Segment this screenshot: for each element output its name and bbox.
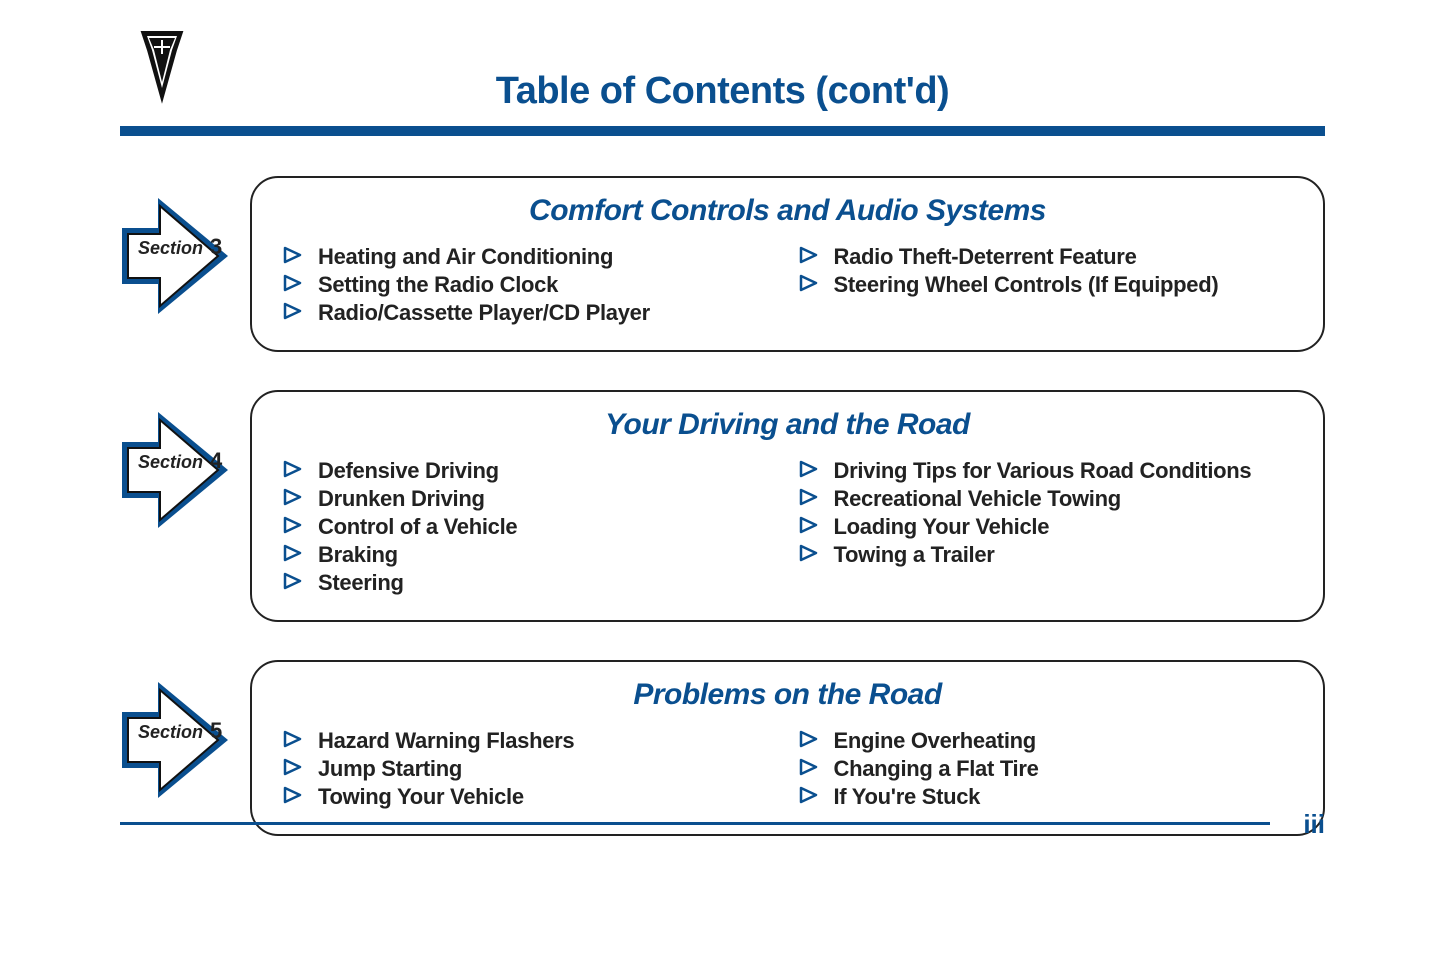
right-column: Engine Overheating Changing a Flat Tire …: [798, 726, 1294, 812]
toc-item[interactable]: Changing a Flat Tire: [798, 756, 1294, 782]
toc-item[interactable]: Steering: [282, 570, 778, 596]
section-label-prefix: Section: [138, 722, 203, 742]
play-bullet-icon: [798, 274, 820, 297]
play-bullet-icon: [798, 730, 820, 753]
section-row: Section 5 Problems on the Road Hazard War…: [120, 660, 1325, 836]
toc-item-label: Braking: [318, 542, 398, 568]
play-bullet-icon: [282, 786, 304, 809]
header-rule: [120, 126, 1325, 136]
toc-item-label: Radio/Cassette Player/CD Player: [318, 300, 650, 326]
toc-item[interactable]: Loading Your Vehicle: [798, 514, 1294, 540]
play-bullet-icon: [282, 246, 304, 269]
toc-item-label: Drunken Driving: [318, 486, 485, 512]
play-bullet-icon: [282, 544, 304, 567]
toc-item[interactable]: Jump Starting: [282, 756, 778, 782]
right-column: Driving Tips for Various Road Conditions…: [798, 456, 1294, 598]
toc-item-label: Towing Your Vehicle: [318, 784, 524, 810]
toc-item[interactable]: Steering Wheel Controls (If Equipped): [798, 272, 1294, 298]
section-title: Problems on the Road: [282, 678, 1293, 712]
left-column: Hazard Warning Flashers Jump Starting To…: [282, 726, 778, 812]
left-column: Heating and Air Conditioning Setting the…: [282, 242, 778, 328]
header: Table of Contents (cont'd): [120, 30, 1325, 120]
toc-item[interactable]: Setting the Radio Clock: [282, 272, 778, 298]
toc-item[interactable]: Radio Theft-Deterrent Feature: [798, 244, 1294, 270]
toc-item-label: Control of a Vehicle: [318, 514, 517, 540]
toc-item-label: Driving Tips for Various Road Conditions: [834, 458, 1252, 484]
toc-item-label: If You're Stuck: [834, 784, 981, 810]
section-columns: Hazard Warning Flashers Jump Starting To…: [282, 726, 1293, 812]
sections-container: Section 3 Comfort Controls and Audio Syst…: [120, 176, 1325, 836]
play-bullet-icon: [798, 516, 820, 539]
toc-item-label: Steering: [318, 570, 404, 596]
toc-item-label: Loading Your Vehicle: [834, 514, 1050, 540]
section-number: 3: [210, 234, 222, 259]
toc-item[interactable]: Heating and Air Conditioning: [282, 244, 778, 270]
page: Table of Contents (cont'd) Section 3 Comf…: [0, 0, 1445, 965]
toc-item-label: Changing a Flat Tire: [834, 756, 1039, 782]
toc-item-label: Setting the Radio Clock: [318, 272, 558, 298]
section-number: 5: [210, 718, 222, 743]
section-card: Problems on the Road Hazard Warning Flas…: [250, 660, 1325, 836]
toc-item-label: Heating and Air Conditioning: [318, 244, 613, 270]
play-bullet-icon: [798, 488, 820, 511]
section-title: Your Driving and the Road: [282, 408, 1293, 442]
toc-item[interactable]: Driving Tips for Various Road Conditions: [798, 458, 1294, 484]
toc-item-label: Hazard Warning Flashers: [318, 728, 574, 754]
play-bullet-icon: [798, 758, 820, 781]
pontiac-logo-icon: [140, 30, 184, 109]
section-label: Section 5: [138, 718, 222, 744]
section-label: Section 4: [138, 448, 222, 474]
section-label-prefix: Section: [138, 452, 203, 472]
play-bullet-icon: [282, 274, 304, 297]
toc-item-label: Recreational Vehicle Towing: [834, 486, 1121, 512]
toc-item-label: Defensive Driving: [318, 458, 499, 484]
play-bullet-icon: [282, 758, 304, 781]
play-bullet-icon: [282, 516, 304, 539]
section-number: 4: [210, 448, 222, 473]
toc-item-label: Engine Overheating: [834, 728, 1036, 754]
toc-item[interactable]: Towing a Trailer: [798, 542, 1294, 568]
toc-item[interactable]: Recreational Vehicle Towing: [798, 486, 1294, 512]
section-columns: Defensive Driving Drunken Driving Contro…: [282, 456, 1293, 598]
toc-item[interactable]: Control of a Vehicle: [282, 514, 778, 540]
toc-item-label: Jump Starting: [318, 756, 462, 782]
section-label-prefix: Section: [138, 238, 203, 258]
section-title: Comfort Controls and Audio Systems: [282, 194, 1293, 228]
toc-item[interactable]: If You're Stuck: [798, 784, 1294, 810]
section-card: Your Driving and the Road Defensive Driv…: [250, 390, 1325, 622]
section-row: Section 4 Your Driving and the Road Defen…: [120, 390, 1325, 622]
toc-item[interactable]: Radio/Cassette Player/CD Player: [282, 300, 778, 326]
play-bullet-icon: [282, 302, 304, 325]
right-column: Radio Theft-Deterrent Feature Steering W…: [798, 242, 1294, 328]
play-bullet-icon: [798, 460, 820, 483]
toc-item-label: Radio Theft-Deterrent Feature: [834, 244, 1137, 270]
page-number: iii: [1303, 809, 1325, 840]
play-bullet-icon: [282, 488, 304, 511]
toc-item[interactable]: Towing Your Vehicle: [282, 784, 778, 810]
section-card: Comfort Controls and Audio Systems Heati…: [250, 176, 1325, 352]
toc-item[interactable]: Braking: [282, 542, 778, 568]
toc-item[interactable]: Defensive Driving: [282, 458, 778, 484]
play-bullet-icon: [798, 246, 820, 269]
section-label: Section 3: [138, 234, 222, 260]
toc-item[interactable]: Engine Overheating: [798, 728, 1294, 754]
footer-rule: [120, 822, 1270, 825]
section-columns: Heating and Air Conditioning Setting the…: [282, 242, 1293, 328]
toc-item[interactable]: Hazard Warning Flashers: [282, 728, 778, 754]
toc-item-label: Steering Wheel Controls (If Equipped): [834, 272, 1219, 298]
play-bullet-icon: [282, 460, 304, 483]
play-bullet-icon: [798, 544, 820, 567]
section-row: Section 3 Comfort Controls and Audio Syst…: [120, 176, 1325, 352]
play-bullet-icon: [282, 572, 304, 595]
page-title: Table of Contents (cont'd): [120, 30, 1325, 113]
toc-item-label: Towing a Trailer: [834, 542, 995, 568]
play-bullet-icon: [282, 730, 304, 753]
left-column: Defensive Driving Drunken Driving Contro…: [282, 456, 778, 598]
play-bullet-icon: [798, 786, 820, 809]
toc-item[interactable]: Drunken Driving: [282, 486, 778, 512]
